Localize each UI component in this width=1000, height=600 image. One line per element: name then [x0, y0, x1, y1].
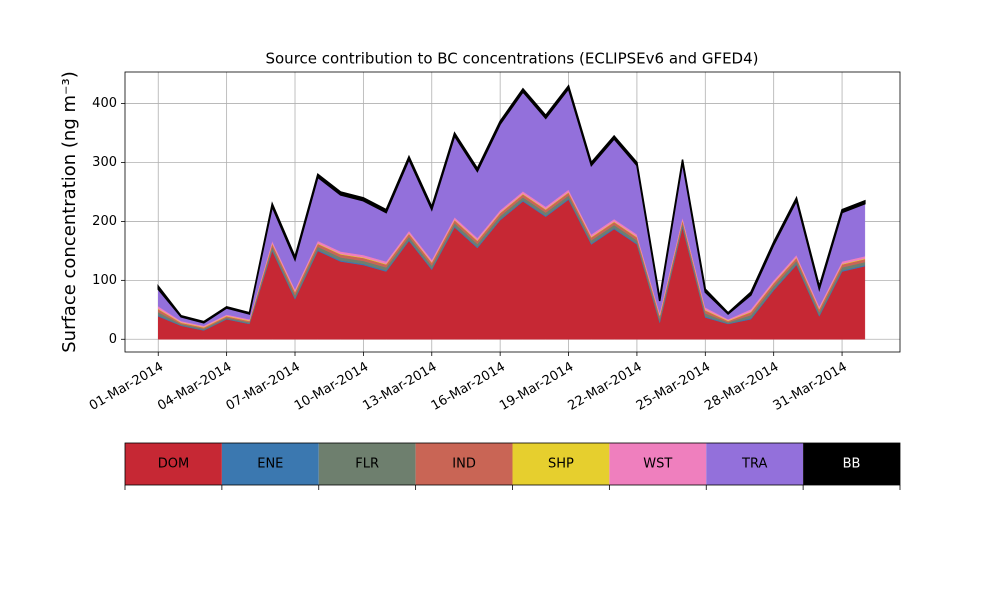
- x-tick-label: 31-Mar-2014: [771, 360, 850, 414]
- x-tick-label: 28-Mar-2014: [702, 360, 781, 414]
- x-tick-label: 10-Mar-2014: [292, 360, 371, 414]
- legend-label: DOM: [158, 457, 189, 472]
- legend-label: BB: [843, 457, 861, 472]
- x-tick-label: 19-Mar-2014: [497, 360, 576, 414]
- legend-swatch: [125, 443, 222, 485]
- legend-label: FLR: [355, 457, 379, 472]
- legend-swatch: [318, 443, 416, 485]
- x-tick-label: 25-Mar-2014: [634, 360, 713, 414]
- legend-swatch: [706, 443, 804, 485]
- legend-label: TRA: [741, 457, 767, 472]
- legend-swatch: [609, 443, 707, 485]
- chart-title: Source contribution to BC concentrations…: [265, 50, 758, 68]
- x-tick-label: 01-Mar-2014: [87, 360, 166, 414]
- plot-frame: [124, 71, 901, 353]
- legend-label: IND: [452, 457, 476, 472]
- y-tick-label: 0: [109, 332, 117, 347]
- x-tick-label: 04-Mar-2014: [155, 360, 234, 414]
- x-tick-label: 13-Mar-2014: [360, 360, 439, 414]
- y-tick-label: 200: [92, 214, 117, 229]
- legend-swatch: [803, 443, 900, 485]
- y-axis-label: Surface concentration (ng m⁻³): [59, 71, 80, 353]
- legend-swatch: [221, 443, 319, 485]
- x-tick-label: 07-Mar-2014: [224, 360, 303, 414]
- legend-label: ENE: [257, 457, 283, 472]
- legend-swatch: [512, 443, 610, 485]
- legend-swatch: [415, 443, 513, 485]
- y-tick-label: 300: [92, 155, 117, 170]
- legend-frame: [124, 442, 901, 486]
- legend-label: WST: [643, 457, 672, 472]
- x-tick-label: 22-Mar-2014: [566, 360, 645, 414]
- y-tick-label: 100: [92, 273, 117, 288]
- area: [157, 84, 866, 324]
- x-tick-label: 16-Mar-2014: [429, 360, 508, 414]
- legend-label: SHP: [548, 457, 574, 472]
- y-tick-label: 400: [92, 96, 117, 111]
